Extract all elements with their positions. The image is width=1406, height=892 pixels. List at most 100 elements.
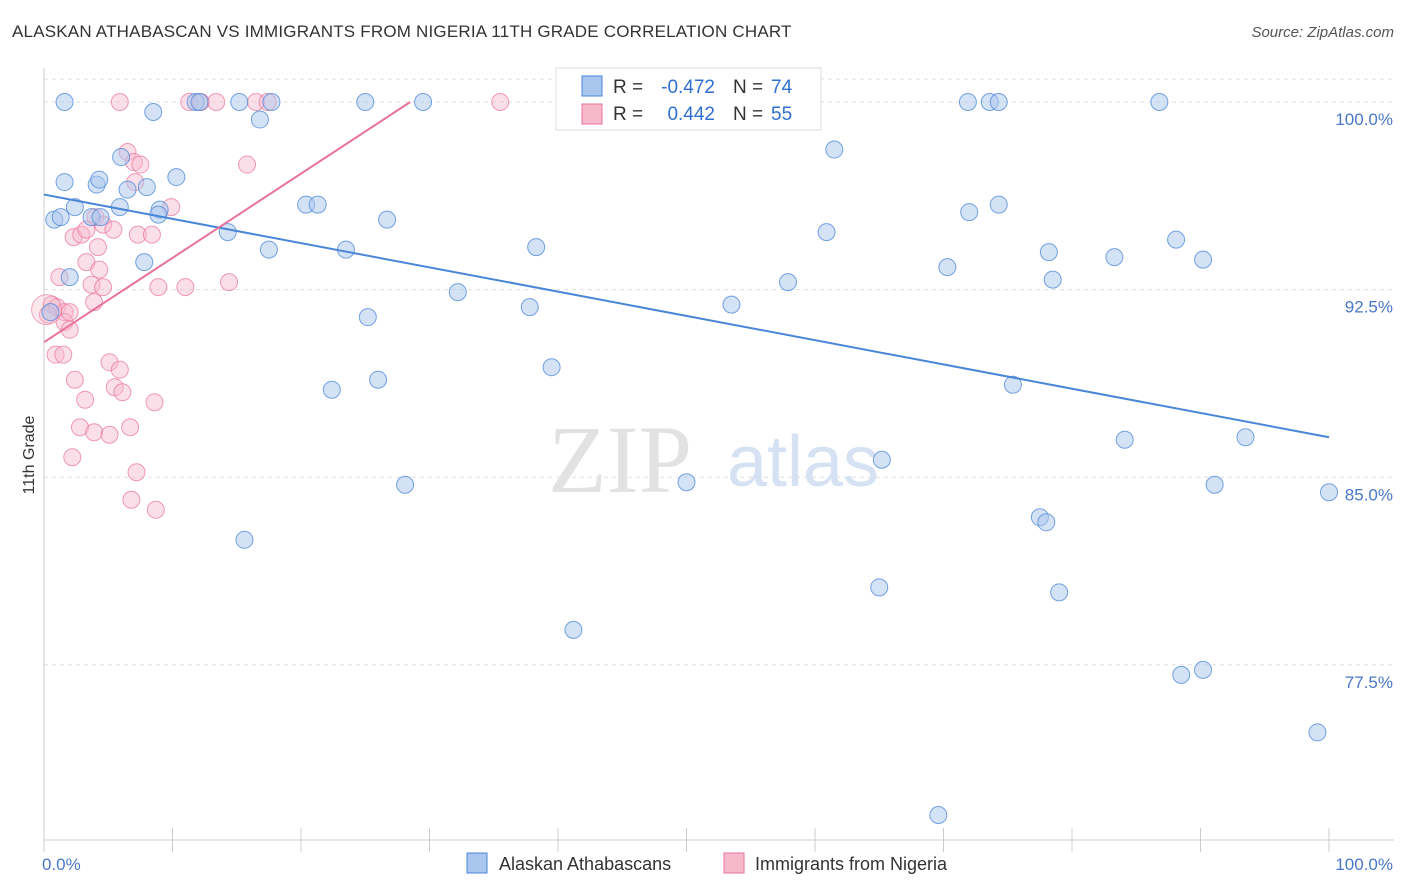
athabascan-point — [448, 283, 467, 302]
athabascan-point — [308, 195, 327, 214]
athabascan-point — [55, 93, 74, 112]
athabascan-point — [41, 303, 60, 322]
athabascan-point — [118, 180, 137, 199]
series-legend: Alaskan Athabascans Immigrants from Nige… — [466, 852, 948, 874]
legend-n-label-1: N = — [733, 77, 763, 98]
athabascan-point — [262, 93, 281, 112]
athabascan-point — [817, 223, 836, 242]
nigeria-point — [145, 393, 164, 412]
watermark-zip: ZIP — [548, 406, 692, 513]
athabascan-point — [1003, 375, 1022, 394]
nigeria-point — [131, 155, 150, 174]
bottom-legend-swatch-pink — [723, 852, 745, 874]
athabascan-point — [542, 358, 561, 377]
bottom-legend-label-2: Immigrants from Nigeria — [755, 854, 948, 874]
watermark: ZIP atlas — [548, 406, 879, 513]
nigeria-point — [82, 275, 101, 294]
athabascan-point — [144, 103, 163, 122]
nigeria-point — [70, 418, 89, 437]
nigeria-point — [65, 370, 84, 389]
nigeria-point — [176, 278, 195, 297]
athabascan-point — [929, 805, 948, 824]
nigeria-point — [491, 93, 510, 112]
legend-n-value-2: 55 — [771, 104, 792, 125]
legend-r-value-1: -0.472 — [661, 77, 715, 98]
athabascan-point — [414, 93, 433, 112]
nigeria-point — [113, 383, 132, 402]
athabascan-point — [190, 93, 209, 112]
legend-n-label-2: N = — [733, 104, 763, 125]
nigeria-point — [146, 500, 165, 519]
nigeria-point — [122, 490, 141, 509]
athabascan-point — [1172, 665, 1191, 684]
bottom-legend-label-1: Alaskan Athabascans — [499, 854, 671, 874]
bottom-legend-swatch-blue — [466, 852, 488, 874]
nigeria-point — [94, 278, 113, 297]
x-tick-label-min: 0.0% — [42, 855, 81, 874]
athabascan-point — [378, 210, 397, 229]
athabascan-point — [1320, 483, 1338, 502]
athabascan-point — [1105, 248, 1124, 267]
athabascan-point — [235, 530, 254, 549]
athabascan-point — [960, 203, 979, 222]
tick-labels: 77.5% 85.0% 92.5% 100.0% 0.0% 100.0% — [42, 110, 1393, 874]
athabascan-point — [1308, 723, 1327, 742]
nigeria-point — [207, 93, 226, 112]
nigeria-point — [72, 225, 91, 244]
nigeria-point — [88, 238, 107, 257]
nigeria-point — [149, 278, 168, 297]
athabascan-point — [396, 475, 415, 494]
legend-r-value-2: 0.442 — [667, 104, 715, 125]
athabascan-point — [135, 253, 154, 272]
athabascan-point — [564, 620, 583, 639]
athabascan-point — [779, 273, 798, 292]
nigeria-point — [121, 418, 140, 437]
athabascan-point — [1236, 428, 1255, 447]
athabascan-point — [870, 578, 889, 597]
nigeria-point — [90, 260, 109, 279]
stats-legend: R = -0.472 N = 74 R = 0.442 N = 55 — [555, 67, 822, 131]
nigeria-point — [104, 220, 123, 239]
athabascan-trend-line — [43, 193, 1330, 439]
legend-n-value-1: 74 — [771, 77, 793, 98]
y-tick-label: 100.0% — [1335, 110, 1393, 129]
legend-r-label-1: R = — [613, 77, 643, 98]
source-credit: Source: ZipAtlas.com — [1251, 24, 1394, 41]
athabascan-point — [1039, 243, 1058, 262]
athabascan-point — [989, 195, 1008, 214]
chart-title: ALASKAN ATHABASCAN VS IMMIGRANTS FROM NI… — [12, 22, 792, 41]
nigeria-point — [63, 448, 82, 467]
athabascan-point — [356, 93, 375, 112]
athabascan-point — [230, 93, 249, 112]
athabascan-point — [65, 198, 84, 217]
athabascan-point — [91, 208, 110, 227]
nigeria-point — [85, 423, 104, 442]
watermark-atlas: atlas — [727, 422, 879, 502]
nigeria-point — [110, 93, 129, 112]
y-axis-label: 11th Grade — [21, 415, 38, 494]
athabascan-point — [520, 298, 539, 317]
nigeria-point — [76, 390, 95, 409]
athabascan-point — [250, 110, 269, 129]
nigeria-point — [85, 293, 104, 312]
athabascan-point — [167, 168, 186, 187]
nigeria-point — [46, 345, 65, 364]
athabascan-point — [369, 370, 388, 389]
legend-swatch-blue — [581, 75, 603, 97]
athabascan-point — [60, 268, 79, 287]
athabascan-point — [872, 450, 891, 469]
athabascan-point — [322, 380, 341, 399]
athabascan-point — [1205, 475, 1224, 494]
athabascan-point — [527, 238, 546, 257]
athabascan-point — [677, 473, 696, 492]
nigeria-point — [54, 345, 73, 364]
nigeria-trend-line — [43, 101, 411, 344]
athabascan-point — [51, 208, 70, 227]
athabascan-point — [825, 140, 844, 159]
nigeria-point — [60, 320, 79, 339]
athabascan-point — [1037, 513, 1056, 532]
trend-lines — [43, 101, 1330, 439]
athabascan-point — [259, 240, 278, 259]
y-tick-label: 92.5% — [1345, 298, 1393, 317]
